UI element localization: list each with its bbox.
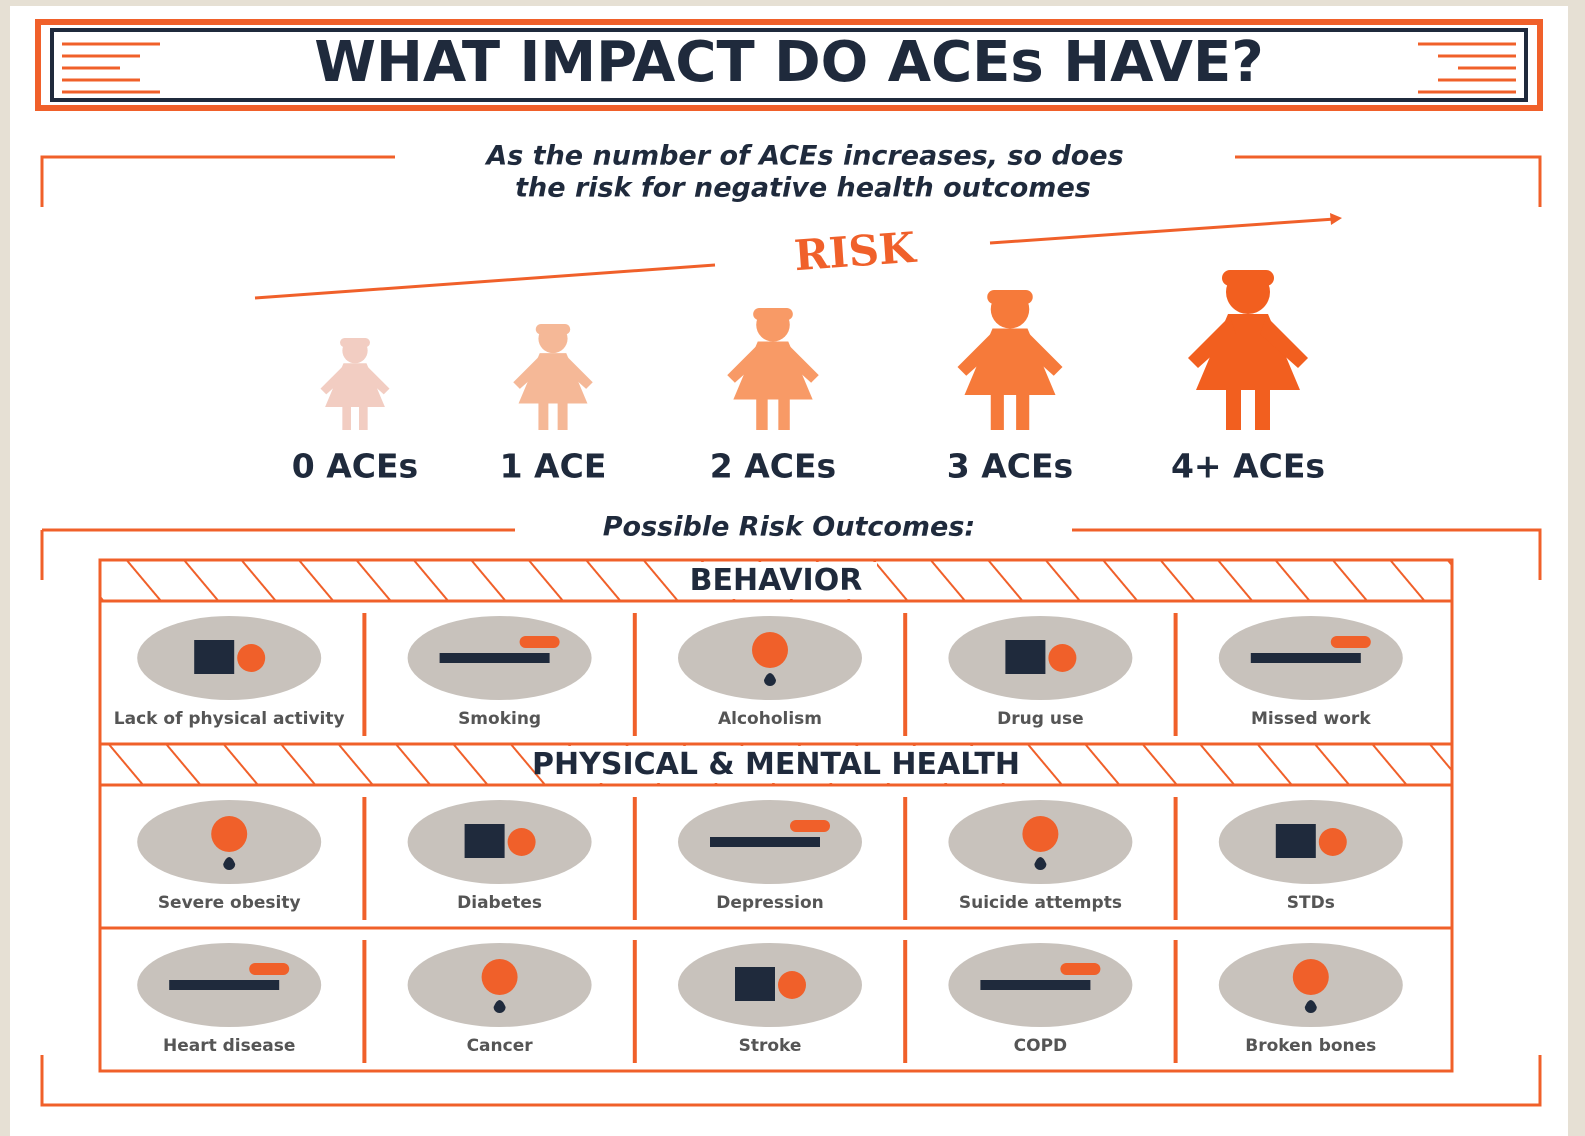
icon-shape <box>1319 828 1347 856</box>
leg <box>778 398 789 430</box>
section-title: PHYSICAL & MENTAL HEALTH <box>532 747 1020 782</box>
risk-label: RISK <box>792 223 918 280</box>
outcome-label: Suicide attempts <box>959 893 1122 913</box>
level-label: 1 ACE <box>500 447 607 486</box>
infographic: WHAT IMPACT DO ACEs HAVE? As the number … <box>0 0 1585 1136</box>
icon-shape <box>169 980 279 990</box>
leg <box>558 402 568 430</box>
icon-shape <box>465 824 505 858</box>
outcome-label: COPD <box>1014 1036 1068 1056</box>
level-label: 2 ACEs <box>710 447 836 486</box>
icon-shape <box>778 971 806 999</box>
outcomes-heading: Possible Risk Outcomes: <box>603 512 975 543</box>
leg <box>538 402 548 430</box>
leg <box>342 406 351 430</box>
icon-shape <box>1293 959 1329 995</box>
outcome-label: Lack of physical activity <box>114 709 345 729</box>
outcome-label: Diabetes <box>457 893 542 913</box>
level-label: 0 ACEs <box>292 447 418 486</box>
hair <box>987 290 1033 304</box>
icon-shape <box>1331 636 1371 648</box>
icon-shape <box>1048 644 1076 672</box>
outcome-label: Severe obesity <box>158 893 301 913</box>
outcome-label: Broken bones <box>1245 1036 1376 1056</box>
icon-shape <box>211 816 247 852</box>
leg <box>1255 388 1270 430</box>
hair <box>536 324 570 335</box>
icon-shape <box>980 980 1090 990</box>
level-label: 4+ ACEs <box>1171 447 1325 486</box>
outcome-label: Missed work <box>1251 709 1371 729</box>
outcome-label: Smoking <box>458 709 541 729</box>
icon-shape <box>194 640 234 674</box>
subtitle: As the number of ACEs increases, so does <box>484 141 1123 172</box>
subtitle: the risk for negative health outcomes <box>515 173 1091 204</box>
leg <box>1016 393 1029 430</box>
icon-shape <box>237 644 265 672</box>
icon-shape <box>1276 824 1316 858</box>
icon-shape <box>1005 640 1045 674</box>
icon-shape <box>710 837 820 847</box>
leg <box>756 398 767 430</box>
icon-shape <box>1060 963 1100 975</box>
outcome-label: STDs <box>1287 893 1335 913</box>
leg <box>991 393 1004 430</box>
hair <box>753 308 793 320</box>
icon-shape <box>1251 653 1361 663</box>
title: WHAT IMPACT DO ACEs HAVE? <box>314 30 1264 95</box>
level-label: 3 ACEs <box>947 447 1073 486</box>
section-title: BEHAVIOR <box>690 563 863 598</box>
icon-shape <box>1022 816 1058 852</box>
outcome-label: Stroke <box>739 1036 802 1056</box>
icon-shape <box>440 653 550 663</box>
outcome-label: Drug use <box>997 709 1083 729</box>
hair <box>1222 270 1274 286</box>
icon-shape <box>482 959 518 995</box>
icon-shape <box>790 820 830 832</box>
outcome-label: Depression <box>716 893 824 913</box>
leg <box>1226 388 1241 430</box>
outcome-label: Heart disease <box>163 1036 295 1056</box>
icon-shape <box>735 967 775 1001</box>
icon-shape <box>520 636 560 648</box>
icon-shape <box>508 828 536 856</box>
outcome-label: Cancer <box>467 1036 534 1056</box>
outcome-label: Alcoholism <box>718 709 822 729</box>
icon-shape <box>249 963 289 975</box>
hair <box>340 338 370 347</box>
icon-shape <box>752 632 788 668</box>
leg <box>359 406 368 430</box>
